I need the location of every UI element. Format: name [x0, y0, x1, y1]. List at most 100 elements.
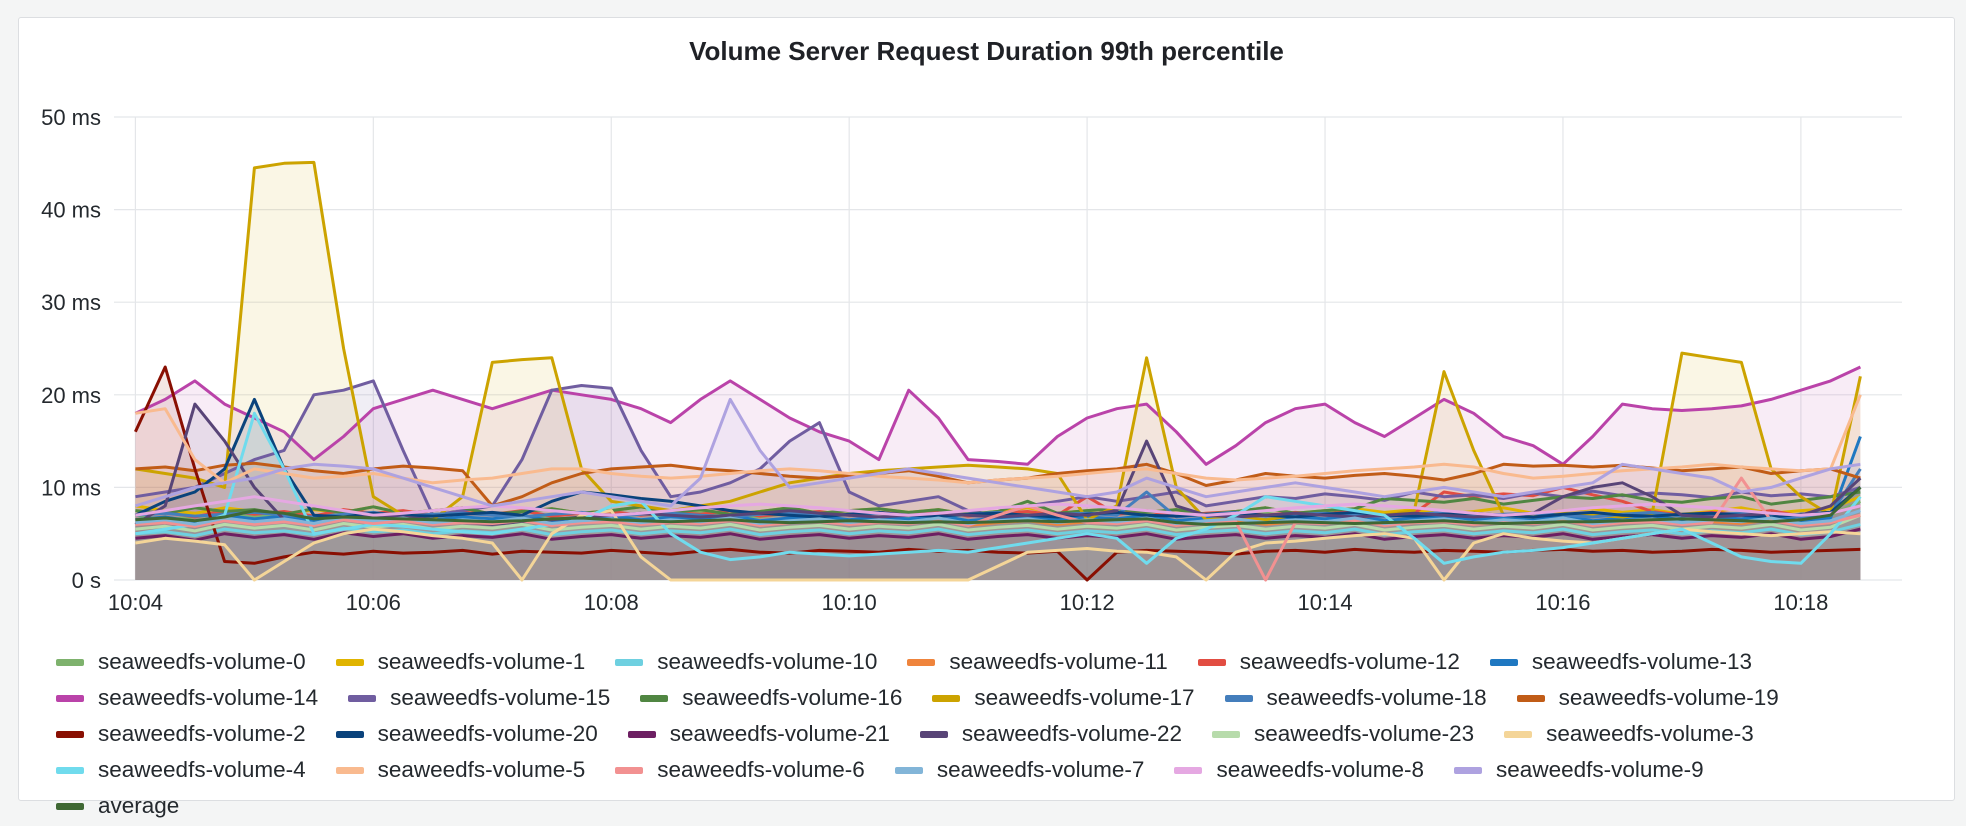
series-line-seaweedfs-volume-5[interactable] — [135, 394, 1862, 485]
y-tick-label: 20 ms — [41, 383, 101, 408]
series-line-seaweedfs-volume-10[interactable] — [135, 522, 1861, 538]
legend-swatch — [348, 694, 377, 702]
plot-area[interactable]: 0 s 10 ms 20 ms 30 ms 40 ms 50 ms 10:04 10:06 10… — [19, 18, 1954, 618]
legend-swatch — [335, 658, 364, 666]
legend-swatch — [1504, 730, 1533, 738]
legend-item-seaweedfs-volume-7[interactable]: seaweedfs-volume-7 — [894, 757, 1145, 783]
legend-item-seaweedfs-volume-19[interactable]: seaweedfs-volume-19 — [1516, 685, 1779, 711]
legend-row: seaweedfs-volume-0 seaweedfs-volume-1 seaw… — [56, 644, 1956, 680]
legend-item-seaweedfs-volume-11[interactable]: seaweedfs-volume-11 — [907, 649, 1168, 675]
legend-label: seaweedfs-volume-15 — [390, 685, 611, 710]
legend-swatch — [1489, 658, 1518, 666]
legend-label: seaweedfs-volume-0 — [98, 649, 306, 674]
series-line-seaweedfs-volume-20[interactable] — [134, 397, 1862, 519]
legend-label: seaweedfs-volume-3 — [1546, 721, 1754, 746]
legend-label: seaweedfs-volume-1 — [377, 649, 586, 674]
legend-label: seaweedfs-volume-16 — [682, 685, 903, 710]
legend-swatch — [894, 766, 923, 774]
legend-swatch — [627, 730, 656, 738]
legend-item-seaweedfs-volume-6[interactable]: seaweedfs-volume-6 — [615, 757, 865, 783]
legend-label: seaweedfs-volume-2 — [98, 721, 306, 746]
x-tick-label: 10:18 — [1773, 590, 1828, 615]
legend-label: seaweedfs-volume-23 — [1253, 721, 1475, 746]
legend-label: seaweedfs-volume-12 — [1239, 649, 1460, 674]
x-tick-label: 10:08 — [584, 590, 639, 615]
legend-item-seaweedfs-volume-18[interactable]: seaweedfs-volume-18 — [1224, 685, 1487, 711]
series-area-seaweedfs-volume-21 — [135, 529, 1861, 580]
legend-label: seaweedfs-volume-9 — [1496, 757, 1704, 782]
legend-item-seaweedfs-volume-20[interactable]: seaweedfs-volume-20 — [335, 721, 598, 747]
legend-label: seaweedfs-volume-21 — [669, 721, 890, 746]
legend-swatch — [615, 658, 644, 666]
legend-label: average — [98, 793, 180, 818]
legend-label: seaweedfs-volume-7 — [936, 757, 1145, 782]
legend-item-seaweedfs-volume-13[interactable]: seaweedfs-volume-13 — [1489, 649, 1753, 675]
x-tick-label: 10:12 — [1060, 590, 1115, 615]
series-line-seaweedfs-volume-4[interactable] — [135, 411, 1862, 565]
panel-title[interactable]: Volume Server Request Duration 99th perc… — [689, 36, 1284, 66]
grid — [114, 116, 1902, 581]
series-line-seaweedfs-volume-14[interactable] — [134, 365, 1862, 466]
legend-item-seaweedfs-volume-12[interactable]: seaweedfs-volume-12 — [1197, 649, 1460, 675]
legend-row: seaweedfs-volume-2 seaweedfs-volume-20 sea… — [56, 716, 1956, 752]
legend-swatch — [1454, 766, 1483, 774]
legend-swatch — [56, 802, 84, 810]
legend-item-seaweedfs-volume-8[interactable]: seaweedfs-volume-8 — [1174, 757, 1424, 783]
series-line-seaweedfs-volume-21[interactable] — [135, 527, 1861, 542]
legend-swatch — [56, 730, 84, 738]
legend-item-seaweedfs-volume-3[interactable]: seaweedfs-volume-3 — [1504, 721, 1754, 747]
legend-item-average[interactable]: average — [56, 793, 179, 819]
legend-label: seaweedfs-volume-8 — [1216, 757, 1425, 782]
legend-item-seaweedfs-volume-21[interactable]: seaweedfs-volume-21 — [627, 721, 890, 747]
legend-row: average — [56, 788, 1956, 824]
legend-swatch — [932, 694, 961, 702]
legend-swatch — [56, 694, 84, 702]
series-line-seaweedfs-volume-9[interactable] — [134, 397, 1861, 508]
legend-item-seaweedfs-volume-17[interactable]: seaweedfs-volume-17 — [932, 685, 1195, 711]
legend-swatch — [640, 694, 669, 702]
legend-swatch — [1197, 658, 1226, 666]
y-tick-label: 10 ms — [41, 475, 101, 500]
legend-label: seaweedfs-volume-20 — [377, 721, 598, 746]
x-tick-label: 10:14 — [1298, 590, 1353, 615]
legend-item-seaweedfs-volume-4[interactable]: seaweedfs-volume-4 — [56, 757, 306, 783]
legend-item-seaweedfs-volume-23[interactable]: seaweedfs-volume-23 — [1211, 721, 1475, 747]
legend-swatch — [335, 730, 364, 738]
legend-label: seaweedfs-volume-6 — [657, 757, 865, 782]
series-area-seaweedfs-volume-17 — [135, 162, 1861, 580]
legend-swatch — [56, 766, 84, 774]
legend-label: seaweedfs-volume-22 — [961, 721, 1182, 746]
legend-item-seaweedfs-volume-5[interactable]: seaweedfs-volume-5 — [335, 757, 585, 783]
series-area-seaweedfs-volume-2 — [135, 367, 1861, 580]
legend-label: seaweedfs-volume-13 — [1531, 649, 1753, 674]
series-line-average[interactable] — [135, 486, 1862, 526]
legend-item-seaweedfs-volume-22[interactable]: seaweedfs-volume-22 — [919, 721, 1182, 747]
series-line-seaweedfs-volume-3[interactable] — [135, 509, 1861, 582]
y-tick-label: 0 s — [72, 568, 101, 593]
legend-item-seaweedfs-volume-9[interactable]: seaweedfs-volume-9 — [1454, 757, 1704, 783]
legend-swatch — [907, 658, 936, 666]
series-area-seaweedfs-volume-6 — [135, 478, 1861, 580]
series-line-seaweedfs-volume-2[interactable] — [134, 365, 1861, 582]
series-lines — [134, 160, 1862, 582]
legend-item-seaweedfs-volume-10[interactable]: seaweedfs-volume-10 — [615, 649, 877, 675]
series-line-seaweedfs-volume-8[interactable] — [135, 495, 1861, 517]
legend-item-seaweedfs-volume-15[interactable]: seaweedfs-volume-15 — [348, 685, 610, 711]
x-tick-label: 10:10 — [822, 590, 877, 615]
legend-label: seaweedfs-volume-4 — [98, 757, 306, 782]
legend-label: seaweedfs-volume-18 — [1266, 685, 1487, 710]
legend-item-seaweedfs-volume-16[interactable]: seaweedfs-volume-16 — [640, 685, 902, 711]
legend-swatch — [56, 658, 84, 666]
legend: seaweedfs-volume-0 seaweedfs-volume-1 seaw… — [56, 644, 1956, 824]
x-tick-label: 10:04 — [108, 590, 163, 615]
legend-label: seaweedfs-volume-10 — [657, 649, 878, 674]
legend-swatch — [1224, 694, 1253, 702]
legend-item-seaweedfs-volume-14[interactable]: seaweedfs-volume-14 — [56, 685, 318, 711]
legend-swatch — [1516, 694, 1545, 702]
legend-item-seaweedfs-volume-2[interactable]: seaweedfs-volume-2 — [56, 721, 306, 747]
legend-item-seaweedfs-volume-1[interactable]: seaweedfs-volume-1 — [335, 649, 586, 675]
legend-swatch — [1174, 766, 1203, 774]
x-tick-label: 10:06 — [346, 590, 401, 615]
legend-item-seaweedfs-volume-0[interactable]: seaweedfs-volume-0 — [56, 649, 306, 675]
legend-row: seaweedfs-volume-14 seaweedfs-volume-15 se… — [56, 680, 1956, 716]
